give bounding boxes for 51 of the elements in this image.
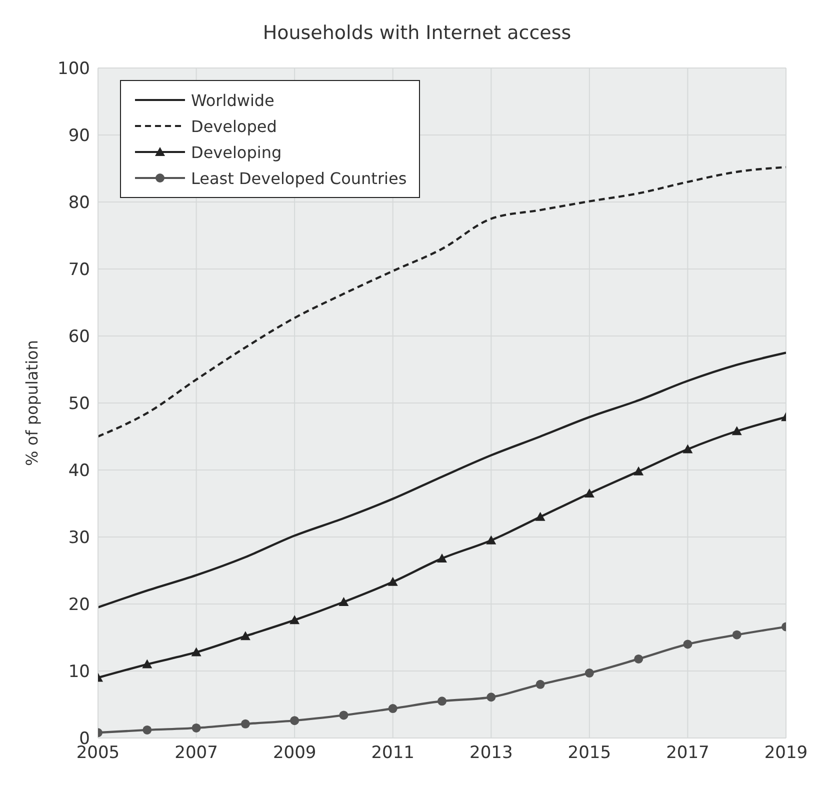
line-series	[98, 166, 786, 438]
point	[388, 704, 398, 714]
point	[536, 680, 545, 689]
point	[486, 535, 496, 544]
point	[240, 719, 250, 728]
y-tick-label: 60	[68, 327, 90, 348]
point	[535, 512, 546, 521]
point	[584, 668, 594, 678]
y-tick-label: 30	[68, 528, 90, 548]
x-tick-label: 2011	[371, 743, 414, 764]
point	[191, 647, 202, 656]
y-tick-label: 80	[68, 193, 90, 214]
point	[584, 488, 594, 498]
point	[634, 654, 644, 664]
point	[634, 466, 644, 476]
chart-title: Households with Internet access	[262, 22, 572, 44]
x-tick-label: 2019	[764, 743, 808, 764]
point	[388, 576, 398, 586]
y-tick-label: 50	[68, 394, 90, 414]
legend-label: Worldwide	[191, 90, 274, 110]
point	[339, 710, 348, 720]
point	[486, 692, 496, 702]
point	[682, 444, 693, 454]
x-tick-label: 2015	[568, 743, 612, 764]
line-series	[98, 352, 786, 608]
point	[290, 615, 300, 624]
legend-label: Developing	[191, 142, 282, 162]
y-tick-label: 10	[68, 662, 90, 682]
point	[338, 596, 349, 606]
point	[683, 640, 692, 649]
legend-label: Developed	[191, 116, 277, 136]
legend-label: Least Developed Countries	[191, 168, 407, 188]
x-tick-label: 2013	[470, 743, 513, 764]
point	[437, 553, 447, 562]
point	[438, 696, 446, 706]
y-tick-label: 70	[68, 260, 90, 280]
y-tick-label: 40	[68, 461, 90, 482]
y-tick-label: 20	[68, 595, 90, 616]
y-axis-title: % of population	[22, 340, 42, 466]
x-tick-label: 2017	[666, 743, 710, 764]
point	[290, 716, 300, 726]
point	[732, 426, 742, 436]
y-tick-label: 90	[68, 126, 90, 146]
point	[192, 723, 201, 732]
x-tick-label: 2007	[174, 743, 218, 764]
point	[732, 630, 742, 640]
x-tick-label: 2009	[272, 743, 316, 764]
point	[142, 725, 152, 734]
y-tick-label: 100	[58, 59, 90, 80]
point	[142, 659, 152, 668]
point	[240, 631, 250, 640]
